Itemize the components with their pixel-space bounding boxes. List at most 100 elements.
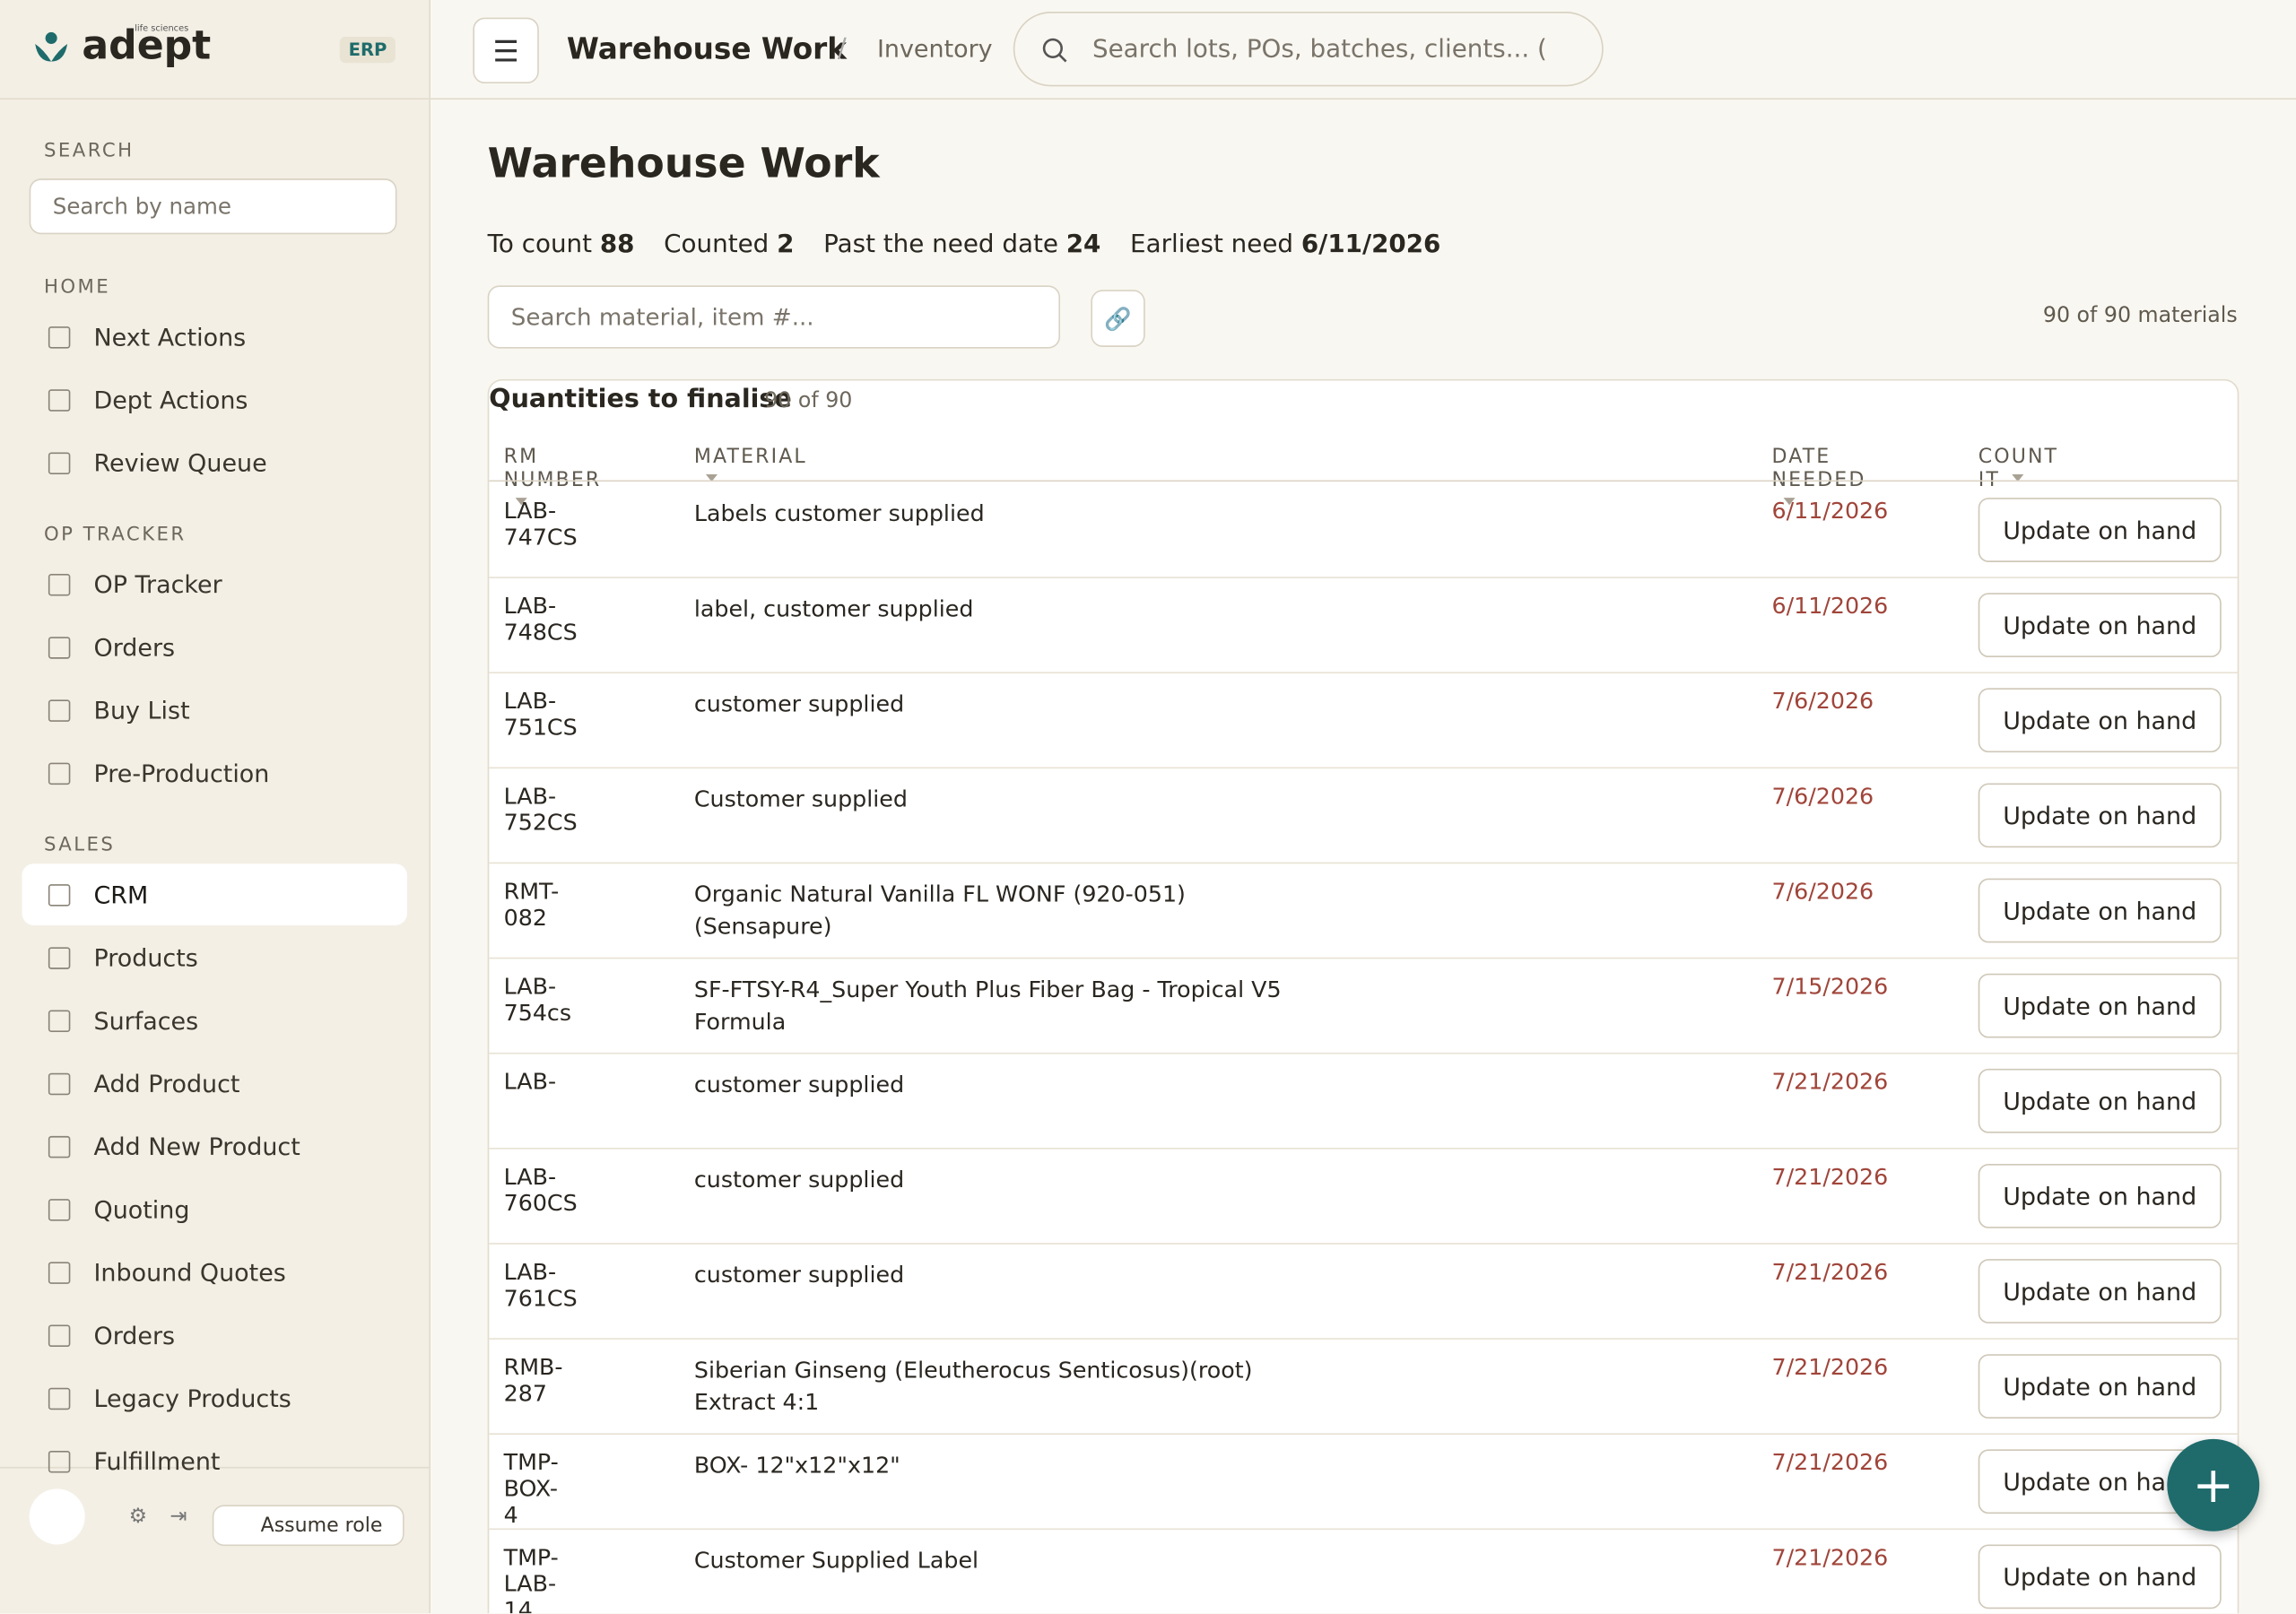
header-rule (489, 480, 2238, 482)
nav-item[interactable]: Legacy Products (22, 1367, 406, 1429)
nav-label: Review Queue (93, 448, 267, 477)
date-needed: 7/21/2026 (1771, 1354, 1889, 1381)
nav-item[interactable]: CRM (22, 863, 407, 925)
nav-label: Surfaces (93, 1006, 199, 1035)
search-icon (1042, 38, 1067, 63)
settings-icon[interactable]: ⚙ (128, 1505, 148, 1529)
nav-label: Orders (93, 1321, 176, 1349)
stats: To count 88 Counted 2 Past the need date 2… (488, 230, 1441, 259)
row-rule (489, 1243, 2238, 1245)
date-needed: 7/15/2026 (1771, 973, 1889, 1001)
update-button[interactable]: Update on hand (1978, 688, 2222, 753)
stat-label: Earliest need (1130, 230, 1294, 259)
topbar-title: Warehouse Work (566, 30, 847, 66)
stat-label: Past the need date (823, 230, 1058, 259)
material-search[interactable]: Search material, item #... (487, 285, 1061, 349)
nav-icon (48, 325, 71, 348)
menu-button[interactable]: ☰ (473, 17, 539, 84)
nav-item[interactable]: Add Product (22, 1053, 406, 1115)
nav-label: Dept Actions (93, 386, 248, 414)
nav-item[interactable]: Next Actions (22, 306, 406, 368)
date-needed: 7/21/2026 (1771, 1259, 1889, 1286)
section-label: HOME (43, 276, 111, 299)
date-needed: 7/21/2026 (1771, 1449, 1889, 1476)
nav-item[interactable]: OP Tracker (22, 553, 406, 615)
material: label, customer supplied (693, 595, 974, 622)
nav-item[interactable]: Buy List (22, 680, 406, 742)
stat-value: 2 (777, 230, 795, 259)
brand-sub: life sciences (135, 23, 189, 34)
fab-add[interactable]: + (2167, 1438, 2260, 1532)
assume-role-button[interactable]: Assume role (212, 1505, 404, 1547)
breadcrumb-separator: / (837, 33, 847, 65)
stat: Past the need date 24 (823, 230, 1100, 259)
link-button[interactable]: 🔗 (1091, 290, 1145, 347)
update-button[interactable]: Update on hand (1978, 1259, 2222, 1323)
nav-item[interactable]: Products (22, 926, 406, 988)
material: Organic Natural Vanilla FL WONF (920-051… (693, 881, 1186, 941)
nav-label: Products (93, 943, 198, 972)
stat: To count 88 (488, 230, 635, 259)
sidebar: adept life sciences ERP SEARCH Search by… (0, 0, 430, 1614)
nav-icon (48, 451, 71, 474)
nav-label: Add Product (93, 1069, 240, 1098)
breadcrumb[interactable]: Inventory (876, 35, 993, 64)
nav-label: Next Actions (93, 322, 247, 351)
stat-value: 24 (1065, 230, 1101, 259)
update-button[interactable]: Update on hand (1978, 1354, 2222, 1419)
update-button[interactable]: Update on hand (1978, 1544, 2222, 1610)
nav-item[interactable]: Fulfillment (22, 1430, 406, 1492)
material: Customer supplied (693, 785, 908, 813)
update-button[interactable]: Update on hand (1978, 973, 2222, 1038)
nav-label: Inbound Quotes (93, 1258, 286, 1287)
nav-item[interactable]: Review Queue (22, 432, 406, 494)
date-needed: 7/6/2026 (1771, 783, 1874, 810)
row-rule (489, 1147, 2238, 1150)
nav-item[interactable]: Quoting (22, 1178, 406, 1240)
rm-number: LAB-747CS (503, 498, 578, 551)
nav-label: Buy List (93, 696, 190, 725)
material: Customer Supplied Label (693, 1547, 979, 1575)
stat-label: To count (487, 230, 593, 259)
logout-icon[interactable]: ⇥ (170, 1505, 187, 1529)
global-search[interactable]: Search lots, POs, batches, clients... ( (1013, 12, 1604, 87)
nav-item[interactable]: Orders (22, 1305, 406, 1367)
nav-item[interactable]: Pre-Production (22, 742, 406, 804)
update-button[interactable]: Update on hand (1978, 878, 2222, 943)
rm-number: LAB-754cs (503, 973, 572, 1027)
update-button[interactable]: Update on hand (1978, 1068, 2222, 1133)
table-subtitle: 90 of 90 (764, 389, 853, 413)
nav-item[interactable]: Dept Actions (22, 369, 406, 430)
update-button[interactable]: Update on hand (1978, 593, 2222, 658)
date-needed: 7/6/2026 (1771, 878, 1874, 905)
sort-icon (2011, 473, 2024, 487)
nav-icon (48, 1323, 71, 1347)
date-needed: 7/6/2026 (1771, 688, 1874, 715)
section-label: OP TRACKER (43, 524, 187, 546)
nav-item[interactable]: Inbound Quotes (22, 1241, 406, 1303)
nav-item[interactable]: Surfaces (22, 990, 406, 1052)
row-rule (489, 1338, 2238, 1340)
rm-number: TMP-LAB-14 (503, 1544, 559, 1614)
update-button[interactable]: Update on hand (1978, 783, 2222, 848)
nav-label: Legacy Products (93, 1384, 291, 1412)
avatar[interactable] (29, 1488, 85, 1545)
nav-icon (48, 1135, 71, 1158)
material: BOX- 12"x12"x12" (693, 1452, 900, 1479)
update-button[interactable]: Update on hand (1978, 498, 2222, 562)
row-rule (489, 862, 2238, 864)
rm-number: LAB-761CS (503, 1259, 578, 1312)
nav-item[interactable]: Orders (22, 616, 406, 678)
nav-icon (48, 1072, 71, 1095)
material: Siberian Ginseng (Eleutherocus Senticosu… (693, 1357, 1253, 1416)
nav-item[interactable]: Add New Product (22, 1115, 406, 1177)
date-needed: 7/21/2026 (1771, 1163, 1889, 1191)
update-button[interactable]: Update on hand (1978, 1163, 2222, 1228)
column-header[interactable]: MATERIAL (694, 445, 807, 491)
column-header[interactable]: COUNT IT (1978, 445, 2059, 492)
section-label: SALES (43, 834, 116, 857)
topbar (430, 0, 2296, 100)
rm-number: TMP-BOX-4 (503, 1449, 559, 1529)
sidebar-search[interactable]: Search by name (29, 178, 397, 235)
